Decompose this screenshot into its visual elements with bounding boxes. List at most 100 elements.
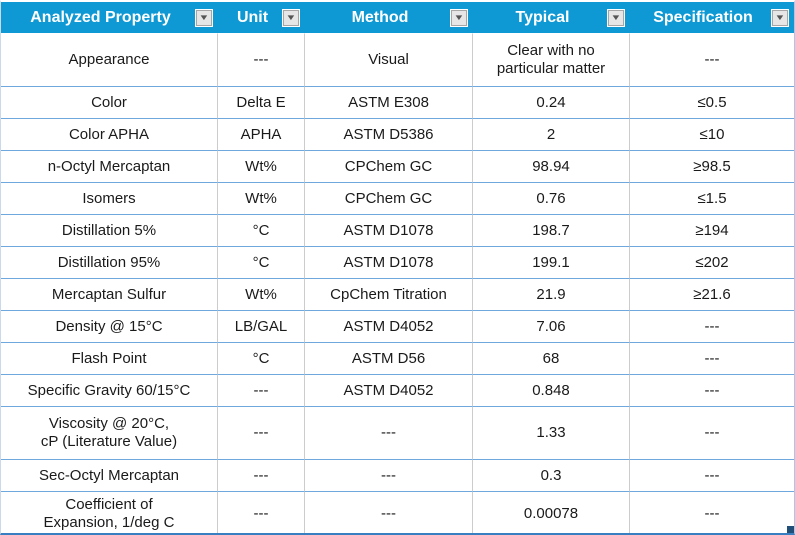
- table-row: Coefficient of Expansion, 1/deg C --- --…: [1, 491, 794, 533]
- table-cell[interactable]: ---: [218, 374, 305, 406]
- table-cell[interactable]: Wt%: [218, 278, 305, 310]
- filter-dropdown-button-typical[interactable]: ▼: [607, 8, 625, 27]
- table-cell[interactable]: Sec-Octyl Mercaptan: [1, 459, 218, 491]
- table-cell[interactable]: 98.94: [473, 150, 630, 182]
- table-cell[interactable]: ≥194: [630, 214, 794, 246]
- table-cell[interactable]: Wt%: [218, 182, 305, 214]
- table-cell[interactable]: CpChem Titration: [305, 278, 473, 310]
- column-header-unit: Unit ▼: [218, 2, 305, 33]
- table-row: Appearance --- Visual Clear with no part…: [1, 33, 794, 86]
- table-cell[interactable]: Wt%: [218, 150, 305, 182]
- filter-dropdown-icon: ▼: [285, 12, 297, 22]
- table-cell[interactable]: ASTM D56: [305, 342, 473, 374]
- table-cell[interactable]: ASTM D4052: [305, 374, 473, 406]
- table-header: Analyzed Property ▼ Unit ▼ Method ▼ Typi…: [1, 2, 794, 33]
- table-row: Density @ 15°C LB/GAL ASTM D4052 7.06 --…: [1, 310, 794, 342]
- table-cell[interactable]: ---: [218, 459, 305, 491]
- table-cell[interactable]: ≤1.5: [630, 182, 794, 214]
- table-cell[interactable]: ---: [630, 310, 794, 342]
- table-cell[interactable]: 199.1: [473, 246, 630, 278]
- table-cell[interactable]: ASTM D1078: [305, 214, 473, 246]
- table-cell[interactable]: ≥21.6: [630, 278, 794, 310]
- table-cell[interactable]: ≤10: [630, 118, 794, 150]
- table-cell[interactable]: 0.00078: [473, 491, 630, 533]
- table-row: Color APHA APHA ASTM D5386 2 ≤10: [1, 118, 794, 150]
- filter-dropdown-icon: ▼: [610, 12, 622, 22]
- table-cell[interactable]: 0.848: [473, 374, 630, 406]
- column-header-typical: Typical ▼: [473, 2, 630, 33]
- table-cell[interactable]: ---: [305, 459, 473, 491]
- filter-dropdown-button-method[interactable]: ▼: [450, 8, 468, 27]
- table-row: Distillation 95% °C ASTM D1078 199.1 ≤20…: [1, 246, 794, 278]
- table-cell[interactable]: ---: [630, 406, 794, 459]
- table-cell[interactable]: Density @ 15°C: [1, 310, 218, 342]
- table-cell[interactable]: CPChem GC: [305, 150, 473, 182]
- table-resize-handle[interactable]: [787, 526, 794, 533]
- table-cell[interactable]: 0.76: [473, 182, 630, 214]
- column-header-method: Method ▼: [305, 2, 473, 33]
- table-cell[interactable]: Color: [1, 86, 218, 118]
- table-cell[interactable]: ASTM D1078: [305, 246, 473, 278]
- table-cell[interactable]: ASTM D5386: [305, 118, 473, 150]
- table-cell[interactable]: ---: [630, 491, 794, 533]
- table-cell[interactable]: ---: [630, 342, 794, 374]
- table-cell[interactable]: Color APHA: [1, 118, 218, 150]
- table-row: Viscosity @ 20°C, cP (Literature Value) …: [1, 406, 794, 459]
- table-cell[interactable]: 198.7: [473, 214, 630, 246]
- table-cell[interactable]: ---: [218, 33, 305, 86]
- header-row: Analyzed Property ▼ Unit ▼ Method ▼ Typi…: [1, 2, 794, 33]
- filter-dropdown-button-specification[interactable]: ▼: [771, 8, 789, 27]
- table-cell[interactable]: Mercaptan Sulfur: [1, 278, 218, 310]
- table-cell[interactable]: ASTM E308: [305, 86, 473, 118]
- table-cell[interactable]: Flash Point: [1, 342, 218, 374]
- table-cell[interactable]: ≤202: [630, 246, 794, 278]
- table-cell[interactable]: 0.3: [473, 459, 630, 491]
- table-row: Isomers Wt% CPChem GC 0.76 ≤1.5: [1, 182, 794, 214]
- table-cell[interactable]: ---: [305, 491, 473, 533]
- column-header-analyzed-property: Analyzed Property ▼: [1, 2, 218, 33]
- table-cell[interactable]: ---: [630, 459, 794, 491]
- column-header-label: Method: [351, 8, 409, 26]
- table-cell[interactable]: ≥98.5: [630, 150, 794, 182]
- table-cell[interactable]: ---: [218, 491, 305, 533]
- table-cell[interactable]: °C: [218, 214, 305, 246]
- table-cell[interactable]: ---: [218, 406, 305, 459]
- table-cell[interactable]: 1.33: [473, 406, 630, 459]
- column-header-specification: Specification ▼: [630, 2, 794, 33]
- table-cell[interactable]: n-Octyl Mercaptan: [1, 150, 218, 182]
- table-cell[interactable]: 21.9: [473, 278, 630, 310]
- table-cell[interactable]: CPChem GC: [305, 182, 473, 214]
- table-cell[interactable]: APHA: [218, 118, 305, 150]
- filter-dropdown-button-analyzed-property[interactable]: ▼: [195, 8, 213, 27]
- table-cell[interactable]: Viscosity @ 20°C, cP (Literature Value): [1, 406, 218, 459]
- table-cell[interactable]: Delta E: [218, 86, 305, 118]
- table-cell[interactable]: ---: [630, 374, 794, 406]
- table-cell[interactable]: ---: [630, 33, 794, 86]
- table-cell[interactable]: Coefficient of Expansion, 1/deg C: [1, 491, 218, 533]
- table-cell[interactable]: Isomers: [1, 182, 218, 214]
- table-cell[interactable]: Clear with no particular matter: [473, 33, 630, 86]
- column-header-label: Typical: [515, 8, 570, 26]
- table-cell[interactable]: 2: [473, 118, 630, 150]
- filter-dropdown-button-unit[interactable]: ▼: [282, 8, 300, 27]
- table-cell[interactable]: 0.24: [473, 86, 630, 118]
- table-body: Appearance --- Visual Clear with no part…: [1, 33, 794, 533]
- table-cell[interactable]: Appearance: [1, 33, 218, 86]
- table-cell[interactable]: °C: [218, 246, 305, 278]
- table-cell[interactable]: 68: [473, 342, 630, 374]
- column-header-label: Specification: [653, 8, 753, 26]
- table-cell[interactable]: LB/GAL: [218, 310, 305, 342]
- table-cell[interactable]: °C: [218, 342, 305, 374]
- table-row: Specific Gravity 60/15°C --- ASTM D4052 …: [1, 374, 794, 406]
- table-cell[interactable]: ≤0.5: [630, 86, 794, 118]
- table-cell[interactable]: ---: [305, 406, 473, 459]
- table-cell[interactable]: Visual: [305, 33, 473, 86]
- table-cell[interactable]: Distillation 95%: [1, 246, 218, 278]
- table-cell[interactable]: Distillation 5%: [1, 214, 218, 246]
- filter-dropdown-icon: ▼: [198, 12, 210, 22]
- table-cell[interactable]: Specific Gravity 60/15°C: [1, 374, 218, 406]
- table-cell[interactable]: ASTM D4052: [305, 310, 473, 342]
- table-cell[interactable]: 7.06: [473, 310, 630, 342]
